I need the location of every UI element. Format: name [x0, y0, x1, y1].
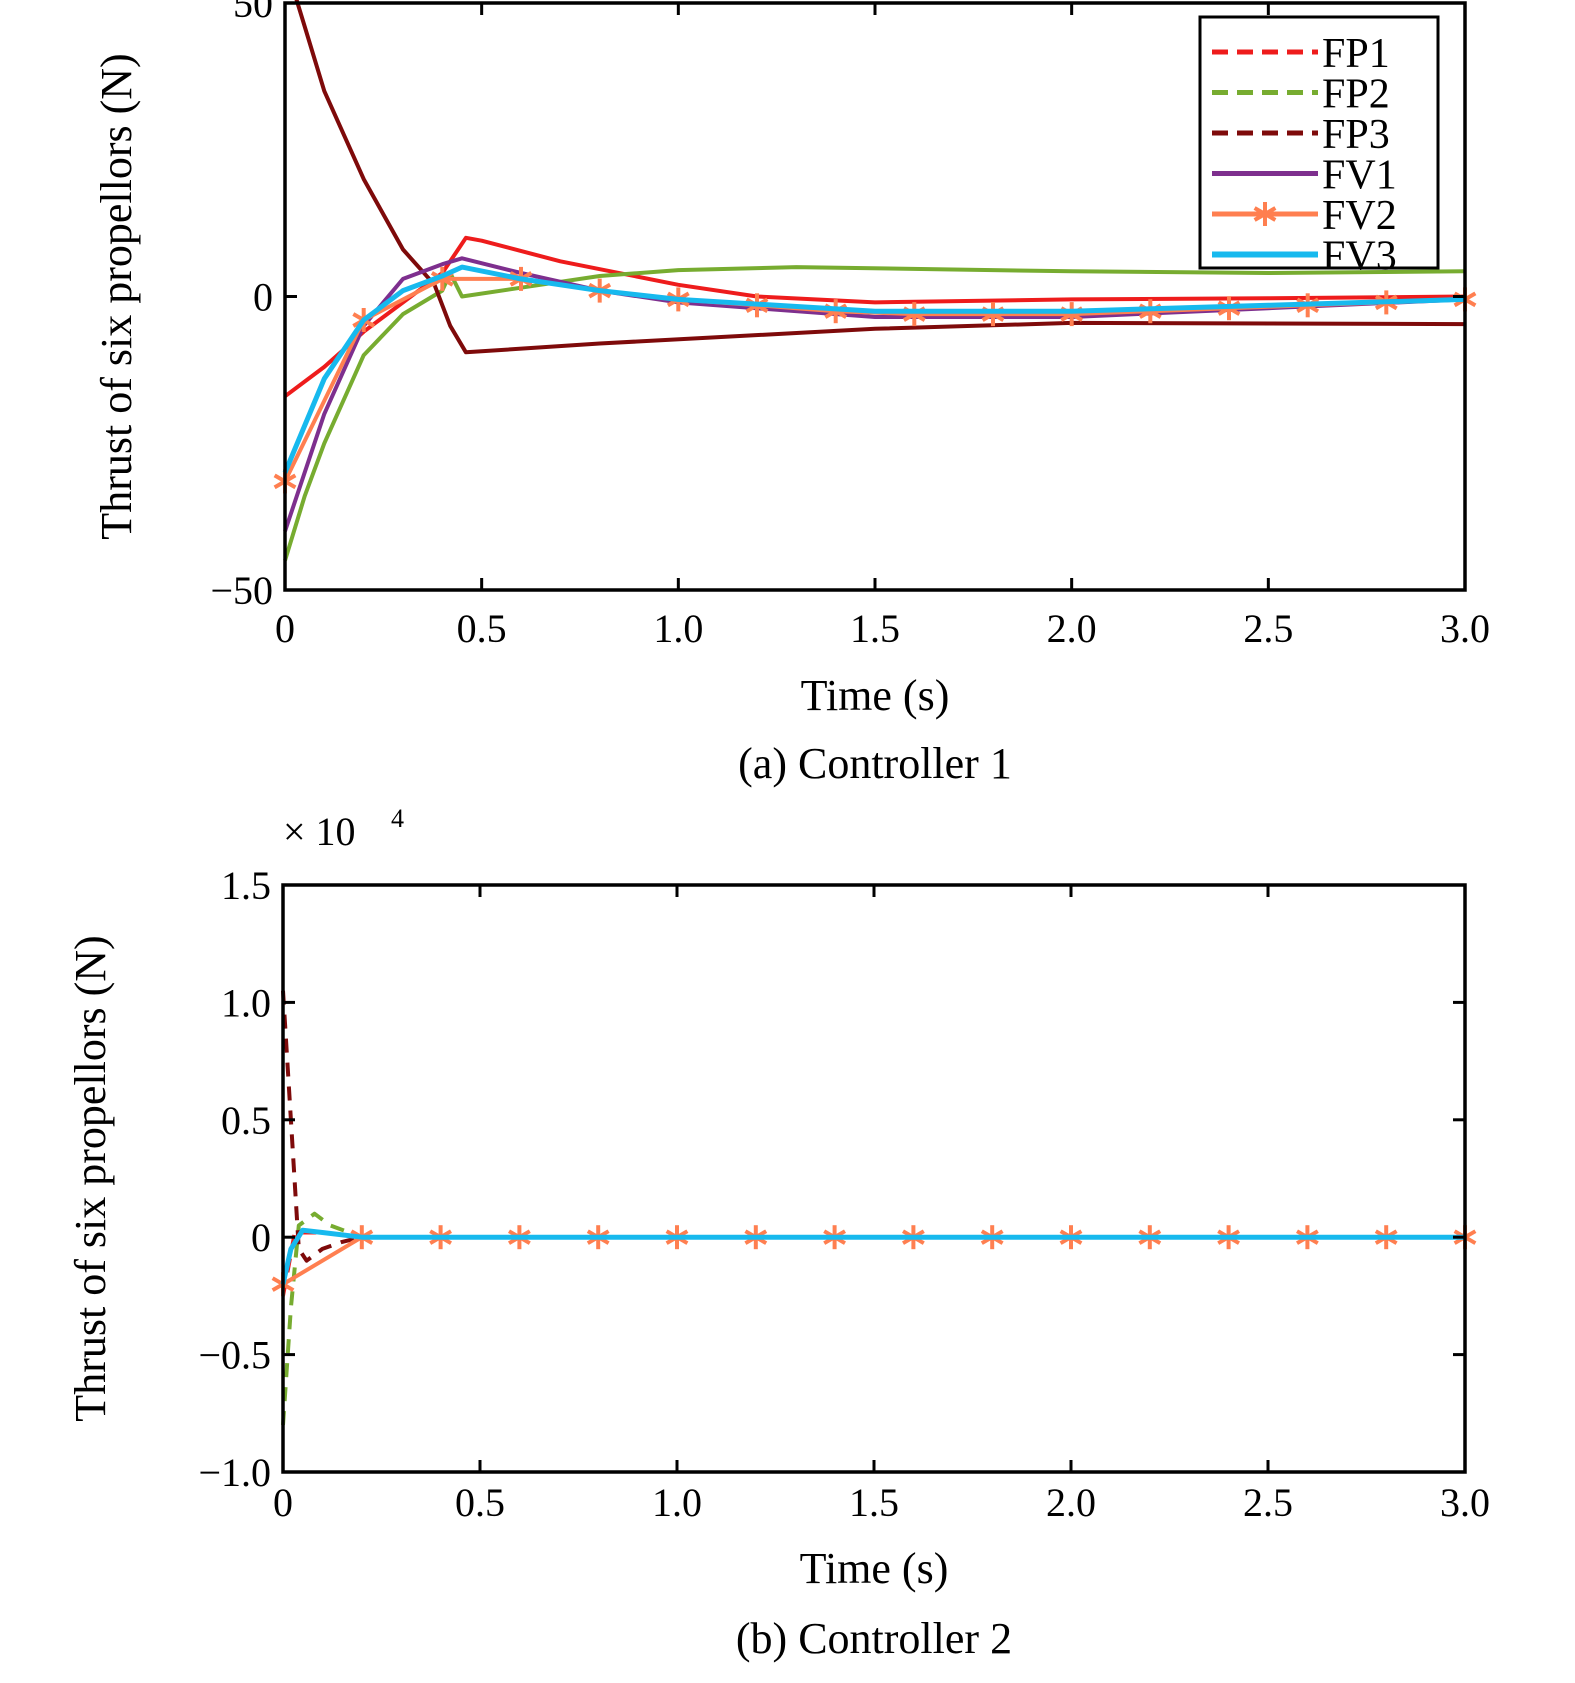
y-multiplier: × 10 [283, 809, 356, 854]
y-tick-label: −0.5 [198, 1333, 271, 1378]
y-tick-label: 0 [251, 1215, 271, 1260]
series-fp1 [281, 1230, 1465, 1297]
x-tick-label: 1.0 [652, 1480, 702, 1525]
legend-label: FV1 [1322, 153, 1397, 199]
chart-2: 0 0.5 1.0 1.5 2.0 2.5 3.0 −1.0 −0.5 0 0.5 1.0 1.5 Tim… [66, 804, 1490, 1663]
series-fp1 [283, 235, 1466, 398]
subplot-caption: (a) Controller 1 [738, 739, 1012, 788]
legend-label: FP2 [1322, 72, 1390, 118]
y-tick-label: 1.0 [221, 980, 271, 1025]
legend-item-fp2: FP2 [1212, 72, 1390, 118]
legend-item-fv3: FV3 [1212, 234, 1397, 280]
y-tick-label: 0 [253, 275, 273, 320]
subplot-caption: (b) Controller 2 [736, 1614, 1012, 1663]
y-tick-label: 50 [233, 0, 273, 26]
series-fp3 [294, 0, 1466, 355]
legend-item-fp1: FP1 [1212, 31, 1390, 77]
x-tick-label: 1.5 [850, 606, 900, 651]
y-tick-label: 1.5 [221, 863, 271, 908]
x-tick-label: 2.0 [1046, 1480, 1096, 1525]
y-axis-label: Thrust of six propellors (N) [66, 935, 115, 1421]
asterisk-marker-icon [1253, 202, 1277, 226]
series-fp2 [283, 265, 1466, 562]
legend-item-fv2: FV2 [1212, 193, 1397, 239]
axes-frame [281, 883, 1467, 1474]
y-axis-label: Thrust of six propellors (N) [92, 53, 141, 539]
series-fp3 [281, 990, 1465, 1263]
x-tick-label: 2.5 [1243, 606, 1293, 651]
x-axis-label: Time (s) [800, 1544, 949, 1593]
x-tick-label: 1.0 [653, 606, 703, 651]
x-tick-label: 0.5 [455, 1480, 505, 1525]
series-fv2 [281, 1235, 1465, 1286]
x-tick-label: 2.0 [1047, 606, 1097, 651]
x-tick-label: 0 [273, 1480, 293, 1525]
x-tick-label: 1.5 [849, 1480, 899, 1525]
series-fv3 [282, 264, 1466, 474]
legend-label: FP3 [1322, 112, 1390, 158]
y-tick-label: −1.0 [198, 1450, 271, 1495]
series-fv3 [280, 1227, 1465, 1285]
y-multiplier-exponent: 4 [391, 804, 404, 833]
x-tick-label: 0 [275, 606, 295, 651]
legend-box [1198, 15, 1440, 270]
y-tick-label: −50 [210, 568, 273, 613]
legend-label: FV2 [1322, 193, 1397, 239]
x-tick-label: 2.5 [1243, 1480, 1293, 1525]
series-fp2 [281, 1211, 1465, 1426]
x-tick-label: 3.0 [1440, 1480, 1490, 1525]
legend-item-fv1: FV1 [1212, 153, 1397, 199]
legend-label: FV3 [1322, 234, 1397, 280]
y-tick-label: 0.5 [221, 1098, 271, 1143]
x-axis-label: Time (s) [801, 671, 950, 720]
x-tick-label: 3.0 [1440, 606, 1490, 651]
legend-label: FP1 [1322, 31, 1390, 77]
x-tick-label: 0.5 [457, 606, 507, 651]
legend-item-fp3: FP3 [1212, 112, 1390, 158]
